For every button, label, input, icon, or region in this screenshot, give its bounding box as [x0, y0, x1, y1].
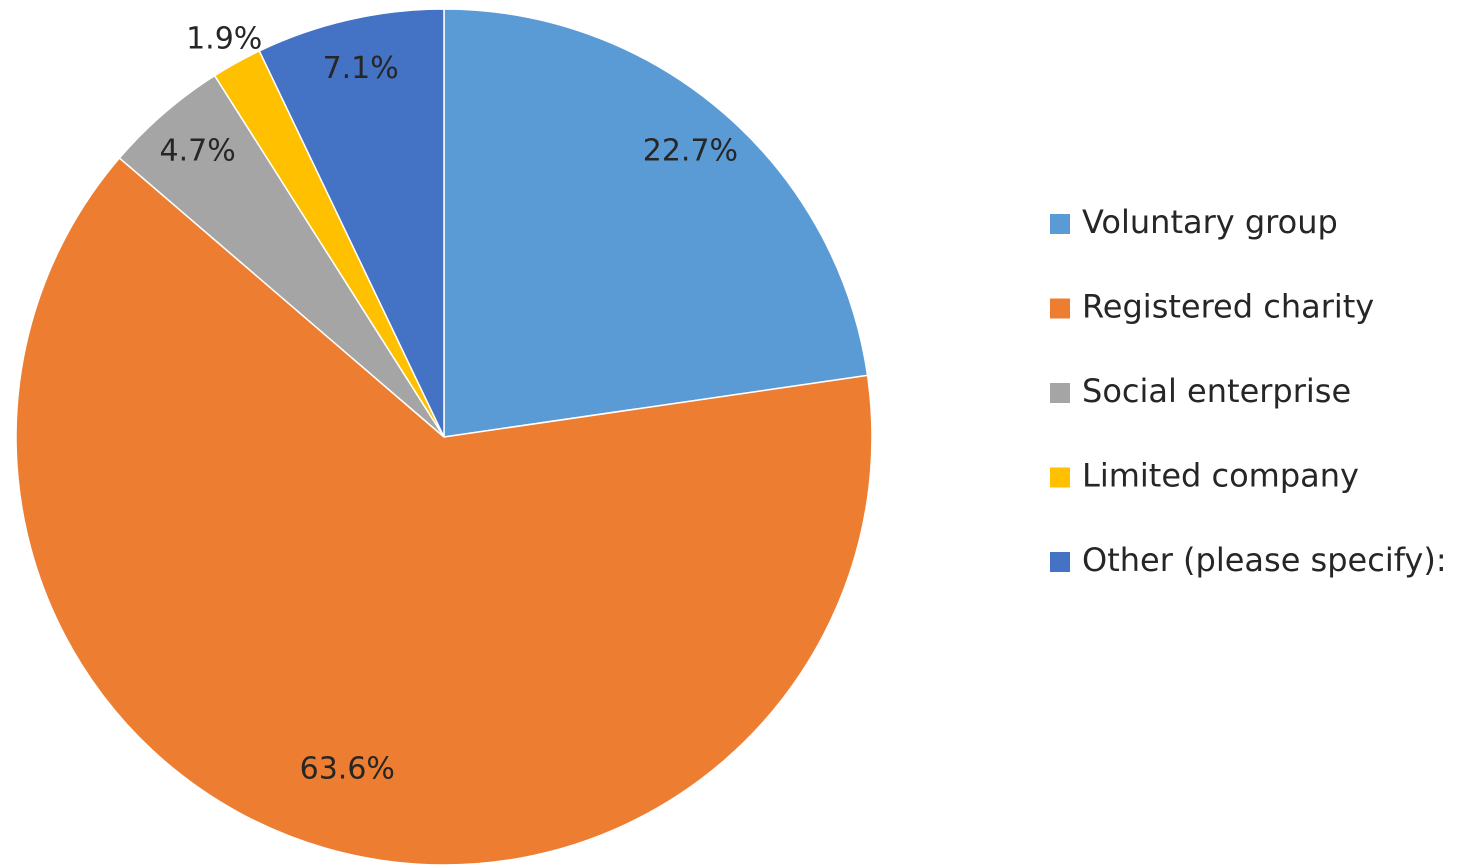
data-label: 7.1%	[323, 51, 399, 86]
data-label: 63.6%	[300, 751, 395, 786]
pie-slice	[15, 156, 873, 866]
legend-label: Limited company	[1082, 457, 1359, 495]
data-label: 4.7%	[159, 134, 235, 169]
legend-label: Voluntary group	[1082, 203, 1338, 241]
legend-label: Social enterprise	[1082, 372, 1351, 410]
legend-swatch	[1050, 467, 1070, 488]
legend-swatch	[1050, 214, 1070, 234]
legend-label: Registered charity	[1082, 288, 1374, 326]
pie-slice	[443, 8, 869, 438]
legend-swatch	[1050, 298, 1070, 319]
legend-swatch	[1050, 552, 1070, 572]
pie-slice	[258, 8, 445, 438]
data-label: 1.9%	[186, 22, 262, 57]
legend-label: Other (please specify):	[1082, 541, 1447, 579]
data-label: 22.7%	[643, 134, 738, 169]
legend-swatch	[1050, 383, 1070, 403]
